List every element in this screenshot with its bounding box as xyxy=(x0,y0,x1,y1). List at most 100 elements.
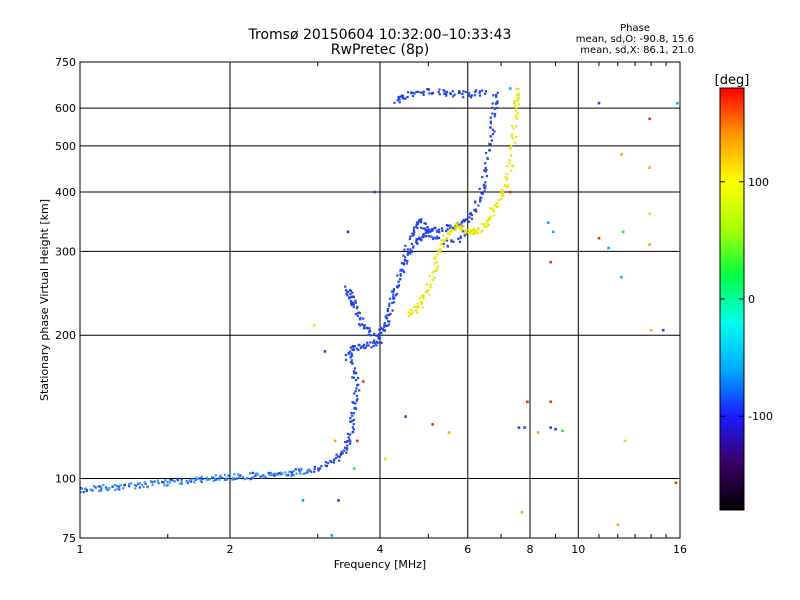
data-point xyxy=(185,480,188,483)
data-point xyxy=(80,487,84,490)
data-point xyxy=(369,341,372,344)
data-point xyxy=(386,324,389,327)
data-point xyxy=(352,370,356,373)
data-point xyxy=(352,418,356,421)
data-point xyxy=(505,172,508,176)
data-point xyxy=(349,433,352,436)
data-point xyxy=(620,275,623,279)
data-point xyxy=(410,249,413,253)
chart-subtitle: RwPretec (8p) xyxy=(330,42,430,58)
data-point xyxy=(412,233,415,236)
data-point xyxy=(389,297,392,300)
data-point xyxy=(393,101,396,104)
data-point xyxy=(446,232,449,235)
data-point xyxy=(426,225,429,229)
data-point xyxy=(455,226,458,229)
data-point xyxy=(335,456,338,459)
data-point xyxy=(413,305,416,308)
data-point xyxy=(346,290,349,293)
data-point xyxy=(399,274,402,277)
y-tick-label: 750 xyxy=(55,56,76,69)
data-point xyxy=(367,344,370,347)
data-point xyxy=(492,208,495,212)
data-point xyxy=(438,230,441,234)
data-point xyxy=(355,384,359,387)
data-point xyxy=(170,478,174,482)
data-point xyxy=(406,259,409,263)
data-point xyxy=(517,97,521,100)
data-point xyxy=(375,344,378,347)
data-point xyxy=(403,256,407,259)
data-point xyxy=(407,314,410,318)
data-point xyxy=(481,222,484,226)
data-point xyxy=(440,227,444,230)
data-point xyxy=(355,307,358,310)
data-point xyxy=(345,451,348,454)
data-point xyxy=(84,487,87,490)
data-point xyxy=(503,184,507,187)
phase-stats-o-line: mean, sd,O: -90.8, 15.6 xyxy=(575,34,694,45)
data-point xyxy=(480,192,483,195)
data-point xyxy=(351,414,354,417)
data-point xyxy=(492,214,495,217)
data-point xyxy=(352,467,356,470)
data-point xyxy=(520,510,524,514)
data-point xyxy=(302,472,305,475)
data-point xyxy=(462,224,465,227)
data-point xyxy=(648,243,651,247)
data-point xyxy=(349,346,352,349)
data-point xyxy=(137,482,140,485)
data-point xyxy=(250,477,254,480)
data-point xyxy=(488,142,491,146)
data-point xyxy=(421,91,424,95)
data-point xyxy=(459,235,462,238)
data-point xyxy=(261,475,264,478)
data-point xyxy=(108,487,111,490)
y-tick-label: 75 xyxy=(62,532,76,545)
data-point xyxy=(231,478,234,481)
data-point xyxy=(464,232,467,235)
data-point xyxy=(352,412,355,415)
data-point xyxy=(118,488,121,491)
data-point xyxy=(114,488,117,492)
data-point xyxy=(421,306,424,309)
data-point xyxy=(440,243,443,246)
data-point xyxy=(514,109,517,112)
data-point xyxy=(340,450,343,453)
data-point xyxy=(516,117,519,121)
data-point xyxy=(388,320,391,323)
data-point xyxy=(429,283,432,287)
data-point xyxy=(415,90,418,94)
data-point xyxy=(365,344,368,347)
data-point xyxy=(432,270,436,273)
data-point xyxy=(490,207,494,210)
data-point xyxy=(443,90,446,93)
data-point xyxy=(387,323,391,326)
data-point xyxy=(99,488,102,491)
data-point xyxy=(546,221,550,224)
data-point xyxy=(378,333,381,336)
data-point xyxy=(344,285,347,288)
data-point xyxy=(354,406,357,409)
data-point xyxy=(200,480,203,484)
data-point xyxy=(434,227,437,230)
data-point xyxy=(436,229,439,232)
data-point xyxy=(401,96,404,99)
data-point xyxy=(649,328,653,332)
data-point xyxy=(495,93,498,97)
data-point xyxy=(399,95,402,98)
data-point xyxy=(229,473,232,476)
data-point xyxy=(407,91,410,94)
data-point xyxy=(517,94,520,97)
data-point xyxy=(424,222,428,225)
data-point xyxy=(425,229,428,233)
data-point xyxy=(188,479,191,483)
data-point xyxy=(397,96,400,99)
data-point xyxy=(495,106,499,110)
data-point xyxy=(344,353,347,357)
data-point xyxy=(506,184,510,187)
data-point xyxy=(166,480,169,484)
data-point xyxy=(509,146,513,150)
data-point xyxy=(442,89,445,92)
data-point xyxy=(352,348,356,351)
